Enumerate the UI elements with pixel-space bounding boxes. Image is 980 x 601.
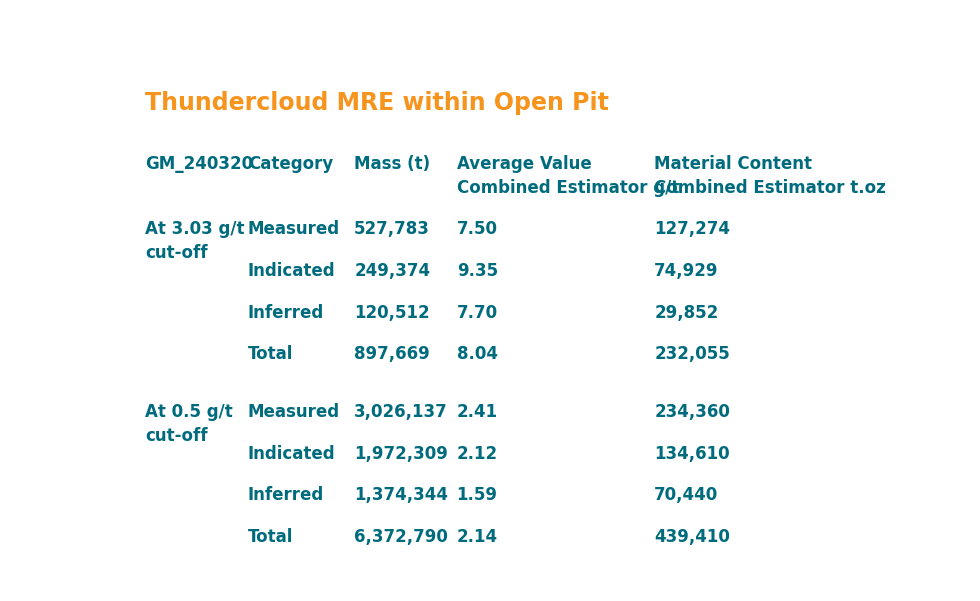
Text: 120,512: 120,512 (354, 304, 430, 322)
Text: 70,440: 70,440 (655, 486, 718, 504)
Text: Total: Total (248, 345, 293, 363)
Text: 7.50: 7.50 (457, 220, 498, 238)
Text: Material Content
Combined Estimator t.oz: Material Content Combined Estimator t.oz (655, 156, 886, 197)
Text: At 0.5 g/t
cut-off: At 0.5 g/t cut-off (145, 403, 233, 445)
Text: 6,372,790: 6,372,790 (354, 528, 448, 546)
Text: Mass (t): Mass (t) (354, 156, 430, 174)
Text: Measured: Measured (248, 403, 340, 421)
Text: 897,669: 897,669 (354, 345, 430, 363)
Text: Thundercloud MRE within Open Pit: Thundercloud MRE within Open Pit (145, 91, 610, 115)
Text: Inferred: Inferred (248, 304, 324, 322)
Text: 127,274: 127,274 (655, 220, 730, 238)
Text: 439,410: 439,410 (655, 528, 730, 546)
Text: 2.14: 2.14 (457, 528, 498, 546)
Text: Indicated: Indicated (248, 445, 335, 463)
Text: 234,360: 234,360 (655, 403, 730, 421)
Text: 1,972,309: 1,972,309 (354, 445, 448, 463)
Text: 3,026,137: 3,026,137 (354, 403, 448, 421)
Text: 1.59: 1.59 (457, 486, 498, 504)
Text: Indicated: Indicated (248, 262, 335, 280)
Text: 9.35: 9.35 (457, 262, 498, 280)
Text: Measured: Measured (248, 220, 340, 238)
Text: Average Value
Combined Estimator g/t: Average Value Combined Estimator g/t (457, 156, 679, 197)
Text: GM_240320: GM_240320 (145, 156, 254, 174)
Text: At 3.03 g/t
cut-off: At 3.03 g/t cut-off (145, 220, 245, 262)
Text: 134,610: 134,610 (655, 445, 730, 463)
Text: 74,929: 74,929 (655, 262, 718, 280)
Text: Total: Total (248, 528, 293, 546)
Text: Inferred: Inferred (248, 486, 324, 504)
Text: 2.12: 2.12 (457, 445, 498, 463)
Text: 29,852: 29,852 (655, 304, 718, 322)
Text: 249,374: 249,374 (354, 262, 430, 280)
Text: 232,055: 232,055 (655, 345, 730, 363)
Text: Category: Category (248, 156, 333, 174)
Text: 7.70: 7.70 (457, 304, 498, 322)
Text: 527,783: 527,783 (354, 220, 430, 238)
Text: 1,374,344: 1,374,344 (354, 486, 448, 504)
Text: 2.41: 2.41 (457, 403, 498, 421)
Text: 8.04: 8.04 (457, 345, 498, 363)
